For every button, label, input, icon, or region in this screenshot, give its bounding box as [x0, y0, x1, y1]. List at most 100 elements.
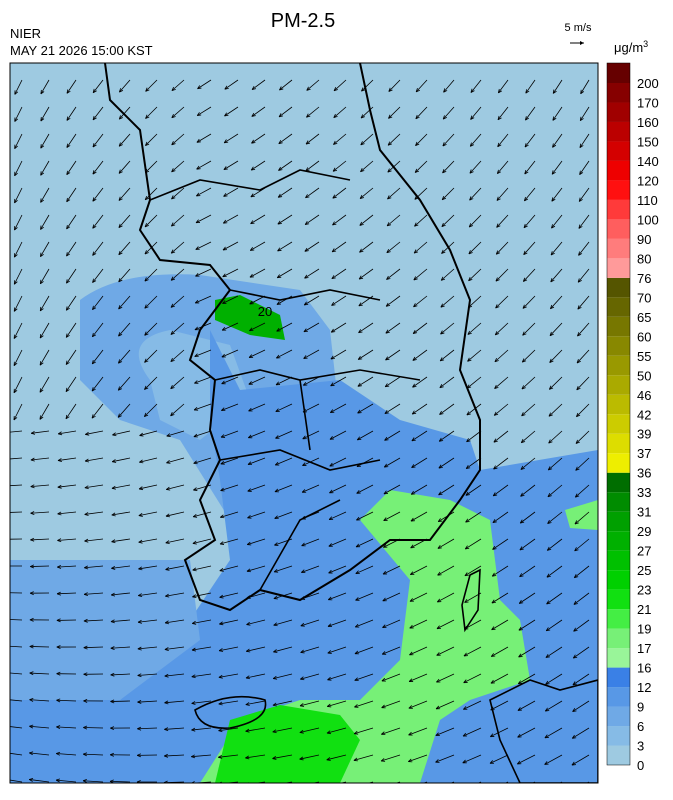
colorbar-label: 6 [637, 719, 644, 734]
colorbar-label: 36 [637, 466, 651, 481]
colorbar-label: 31 [637, 505, 651, 520]
colorbar-segment [607, 395, 630, 414]
colorbar-segment [607, 336, 630, 355]
timestamp: MAY 21 2026 15:00 KST [10, 43, 153, 58]
colorbar-label: 27 [637, 544, 651, 559]
wind-arrow-head [3, 564, 7, 567]
wind-arrow [30, 646, 49, 647]
colorbar-label: 16 [637, 661, 651, 676]
agency: NIER [10, 26, 41, 41]
title: PM-2.5 [271, 10, 335, 32]
colorbar-segment [607, 414, 630, 433]
colorbar-segment [607, 356, 630, 375]
wind-arrow-head [3, 644, 7, 647]
wind-arrow-head [272, 783, 276, 786]
wind-arrow-head [4, 458, 8, 461]
colorbar-segment [607, 278, 630, 297]
colorbar-segment [607, 317, 630, 336]
colorbar-label: 120 [637, 173, 659, 188]
colorbar-label: 42 [637, 407, 651, 422]
colorbar-segment [607, 570, 630, 589]
colorbar-segment [607, 473, 630, 492]
wind-arrow-head [354, 785, 358, 788]
colorbar-label: 65 [637, 310, 651, 325]
colorbar-label: 12 [637, 680, 651, 695]
wind-arrow-head [490, 787, 494, 790]
colorbar-segment [607, 492, 630, 511]
colorbar-label: 9 [637, 700, 644, 715]
colorbar-segment [607, 239, 630, 258]
colorbar-label: 200 [637, 76, 659, 91]
wind-arrow-head [4, 431, 8, 434]
colorbar-segment [607, 609, 630, 628]
colorbar-segment [607, 122, 630, 141]
colorbar-segment [607, 453, 630, 472]
wind-scale-head [580, 41, 584, 45]
wind-arrow-head [4, 484, 8, 487]
colorbar-label: 37 [637, 446, 651, 461]
colorbar-label: 25 [637, 563, 651, 578]
colorbar-segment [607, 668, 630, 687]
wind-arrow-head [299, 784, 303, 787]
wind-arrow-head [4, 511, 8, 514]
unit: μg/m3 [614, 39, 648, 55]
wind-arrow-head [2, 778, 6, 781]
colorbar-segment [607, 258, 630, 277]
wind-arrow [110, 701, 130, 702]
colorbar-label: 23 [637, 583, 651, 598]
map: 20 [2, 63, 598, 792]
wind-arrow-head [2, 725, 6, 728]
colorbar-segment [607, 141, 630, 160]
colorbar-segment [607, 648, 630, 667]
colorbar-label: 90 [637, 232, 651, 247]
colorbar-segment [607, 63, 630, 83]
colorbar-label: 33 [637, 485, 651, 500]
wind-arrow-head [3, 698, 7, 701]
colorbar-label: 39 [637, 427, 651, 442]
colorbar-label: 70 [637, 290, 651, 305]
colorbar-segment [607, 200, 630, 219]
colorbar-segment [607, 629, 630, 648]
wind-arrow-head [3, 671, 7, 674]
colorbar-label: 100 [637, 212, 659, 227]
colorbar-segment [607, 687, 630, 706]
colorbar-label: 140 [637, 154, 659, 169]
contour-label: 20 [258, 304, 272, 319]
wind-arrow-head [3, 591, 7, 594]
wind-arrow-head [517, 788, 521, 791]
colorbar-label: 160 [637, 115, 659, 130]
colorbar-segment [607, 707, 630, 726]
colorbar-label: 3 [637, 739, 644, 754]
colorbar-segment [607, 531, 630, 550]
unit-exponent: 3 [643, 39, 648, 49]
wind-arrow-head [462, 787, 466, 790]
colorbar-label: 55 [637, 349, 651, 364]
colorbar-label: 80 [637, 251, 651, 266]
colorbar-label: 17 [637, 641, 651, 656]
colorbar-segment [607, 161, 630, 180]
wind-arrow-head [3, 538, 7, 541]
colorbar-label: 0 [637, 758, 644, 773]
colorbar-segment [607, 219, 630, 238]
colorbar-label: 150 [637, 134, 659, 149]
colorbar-segment [607, 746, 630, 765]
wind-arrow-head [2, 751, 6, 754]
colorbar-label: 110 [637, 193, 658, 208]
colorbar-segment [607, 180, 630, 199]
wind-arrow-head [408, 786, 412, 789]
wind-arrow-head [327, 784, 331, 787]
wind-arrow [30, 566, 49, 567]
wind-arrow-head [381, 785, 385, 788]
colorbar-label: 29 [637, 524, 651, 539]
wind-arrow-head [3, 618, 7, 621]
colorbar-label: 19 [637, 622, 651, 637]
wind-arrow-head [572, 789, 576, 792]
unit-base: μg/m [614, 40, 643, 55]
colorbar-label: 76 [637, 271, 651, 286]
wind-arrow-head [435, 786, 439, 789]
colorbar-label: 46 [637, 388, 651, 403]
colorbar-label: 21 [637, 602, 651, 617]
colorbar: 0369121617192123252729313336373942465055… [607, 63, 659, 773]
colorbar-segment [607, 590, 630, 609]
